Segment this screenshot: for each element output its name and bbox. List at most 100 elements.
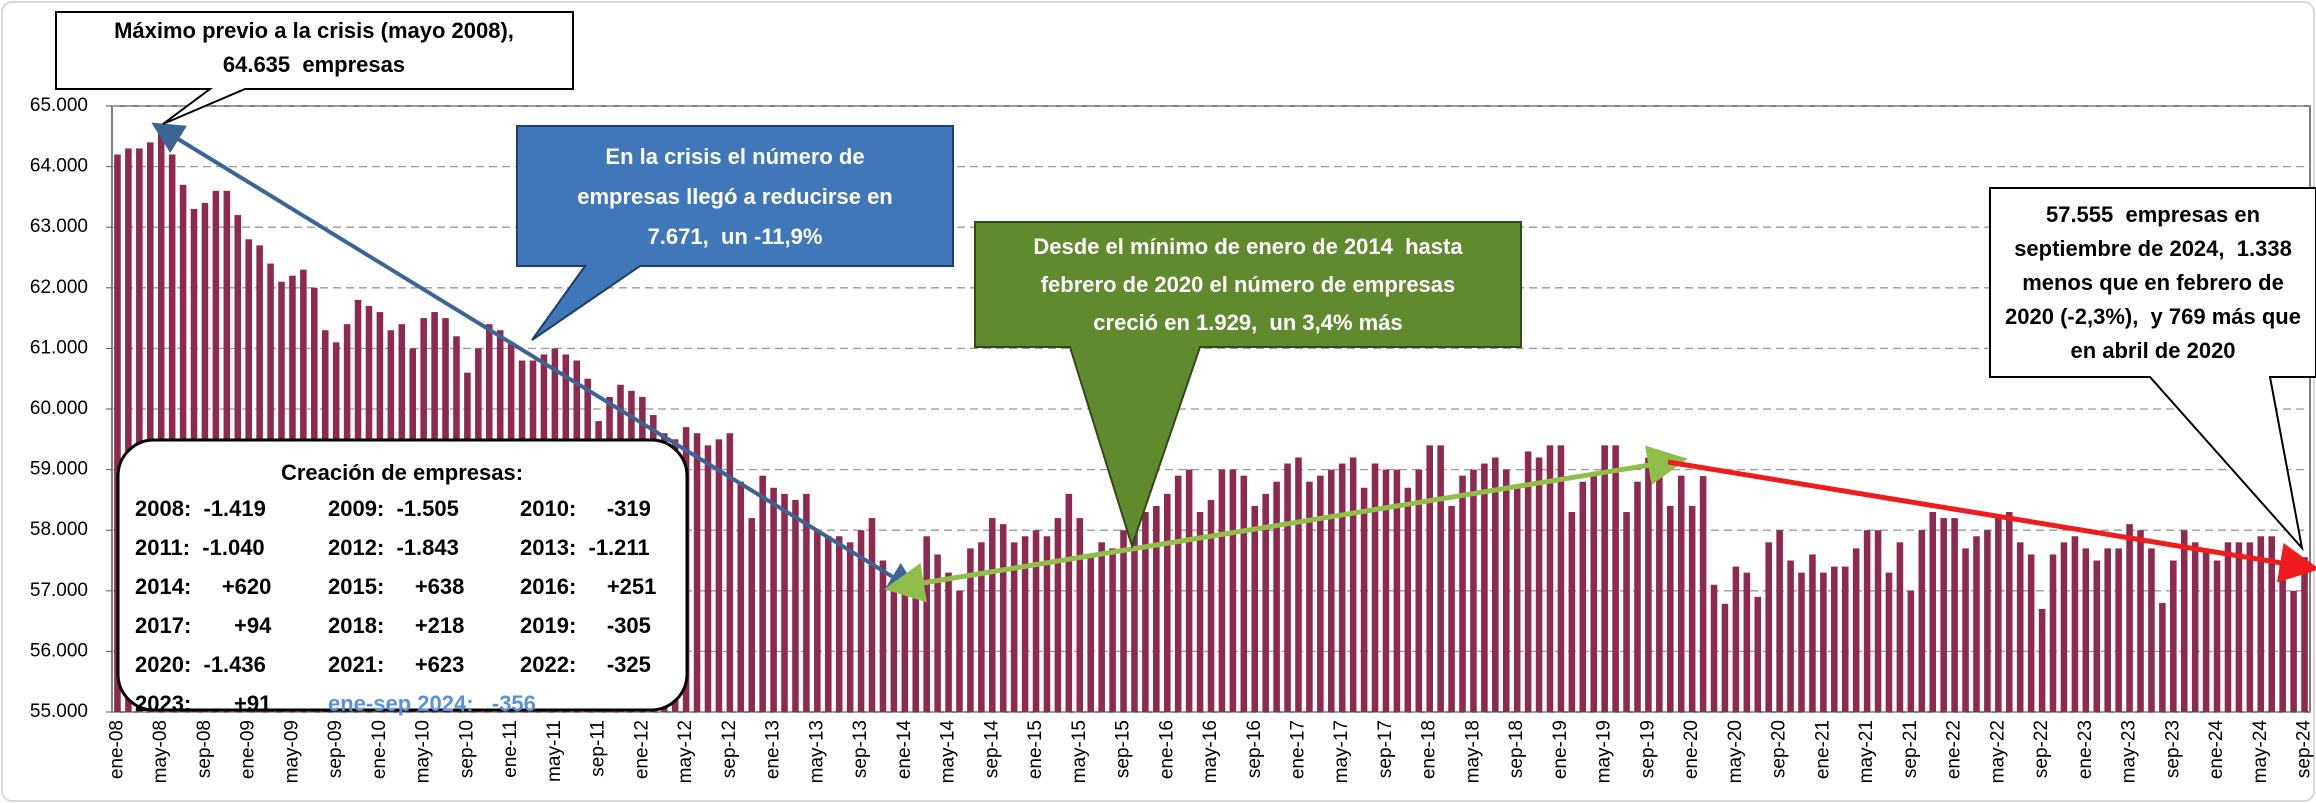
- x-tick-label: sep-12: [719, 720, 740, 778]
- y-tick-label: 64.000: [30, 156, 88, 177]
- bar: [1273, 481, 1280, 712]
- bar: [1426, 445, 1433, 712]
- bar: [814, 530, 821, 712]
- x-tick-label: may-22: [1987, 720, 2008, 783]
- bar: [1262, 493, 1269, 712]
- bar: [2137, 530, 2144, 712]
- bar: [1634, 481, 1641, 712]
- bar: [2224, 542, 2232, 712]
- bar: [1196, 512, 1204, 712]
- bar: [1568, 512, 1576, 712]
- bar: [1557, 445, 1565, 712]
- bar: [1437, 445, 1444, 712]
- bar: [2126, 524, 2133, 712]
- bar: [945, 572, 952, 712]
- bar: [1710, 584, 1718, 712]
- bar: [923, 536, 930, 712]
- creation-entry: 2017: +94: [135, 613, 272, 638]
- bar: [824, 536, 832, 712]
- creation-entry: 2021: +623: [328, 652, 464, 677]
- bar: [1535, 457, 1543, 712]
- bar: [1677, 475, 1685, 712]
- bar: [1349, 457, 1357, 712]
- bar: [2082, 548, 2090, 712]
- bar: [1109, 548, 1116, 712]
- bar: [1841, 566, 1849, 712]
- crisis-arrow: [151, 122, 920, 594]
- bar: [1907, 590, 1915, 712]
- x-tick-label: may-15: [1069, 720, 1090, 783]
- bar: [1721, 603, 1729, 712]
- bar: [1295, 457, 1302, 712]
- x-tick-label: ene-15: [1025, 720, 1046, 779]
- bar: [2301, 557, 2308, 712]
- x-tick-label: ene-20: [1681, 720, 1702, 779]
- x-tick-label: sep-14: [981, 720, 1002, 779]
- bar: [1896, 542, 1904, 712]
- y-tick-label: 63.000: [30, 216, 88, 237]
- crisis-text: 7.671, un -11,9%: [648, 224, 823, 249]
- bar: [1513, 487, 1521, 712]
- current-text: menos que en febrero de: [2022, 270, 2284, 295]
- x-tick-label: may-20: [1725, 720, 1746, 783]
- bar: [1699, 476, 1707, 712]
- bar: [1306, 481, 1313, 712]
- y-tick-label: 61.000: [30, 337, 88, 358]
- bar: [2104, 548, 2111, 712]
- bar: [2268, 536, 2276, 712]
- current-text: en abril de 2020: [2070, 338, 2235, 363]
- bar: [1743, 572, 1751, 712]
- x-tick-label: may-17: [1331, 720, 1352, 783]
- bar: [1360, 487, 1368, 712]
- creation-entry: 2019: -305: [520, 613, 651, 638]
- bar: [1863, 530, 1871, 712]
- bar: [1502, 469, 1510, 712]
- x-tick-label: may-12: [675, 720, 696, 783]
- overlays: Máximo previo a la crisis (mayo 2008), 64…: [55, 11, 2316, 716]
- bar: [1021, 536, 1029, 712]
- decline-arrow: [1667, 459, 2316, 583]
- creation-entry: 2020: -1.436: [135, 652, 266, 677]
- bar: [1163, 493, 1171, 712]
- max-text: Máximo previo a la crisis (mayo 2008),: [114, 18, 514, 43]
- bar: [1284, 463, 1291, 712]
- bar: [2038, 608, 2046, 712]
- bar: [715, 439, 723, 712]
- recovery-text: creció en 1.929, un 3,4% más: [1093, 310, 1402, 335]
- x-tick-label: sep-10: [456, 720, 477, 778]
- x-tick-label: ene-12: [631, 720, 652, 779]
- bar: [1688, 505, 1696, 712]
- bar: [1065, 493, 1073, 712]
- bar: [1328, 469, 1335, 712]
- creation-entry: 2023: +91: [135, 691, 271, 716]
- bar: [125, 148, 132, 713]
- x-tick-label: may-21: [1856, 720, 1877, 783]
- x-tick-label: sep-15: [1113, 720, 1134, 778]
- bar: [1951, 518, 1958, 712]
- bar: [857, 530, 865, 712]
- x-tick-label: sep-21: [1900, 720, 1921, 778]
- bar: [1207, 499, 1215, 712]
- max-callout: [55, 11, 574, 125]
- bar: [1120, 530, 1127, 712]
- x-tick-label: sep-17: [1375, 720, 1396, 778]
- creation-entry: 2013: -1.211: [520, 535, 650, 560]
- x-tick-label: sep-09: [325, 720, 346, 778]
- bar: [989, 518, 996, 712]
- bar: [1010, 542, 1018, 712]
- bar: [759, 475, 766, 712]
- x-tick-label: may-23: [2119, 720, 2140, 783]
- bar: [2170, 560, 2177, 712]
- creation-entry: 2012: -1.843: [328, 535, 459, 560]
- creation-entry: 2022: -325: [520, 652, 651, 677]
- creation-entry: ene-sep 2024: -356: [328, 691, 536, 716]
- bar: [1918, 530, 1926, 712]
- bar: [967, 548, 974, 712]
- creation-entry: 2010: -319: [520, 496, 651, 521]
- bar: [1524, 451, 1532, 712]
- bar: [1240, 475, 1248, 712]
- bar: [1470, 469, 1477, 712]
- bar: [2257, 536, 2265, 712]
- creation-entry: 2014: +620: [135, 574, 271, 599]
